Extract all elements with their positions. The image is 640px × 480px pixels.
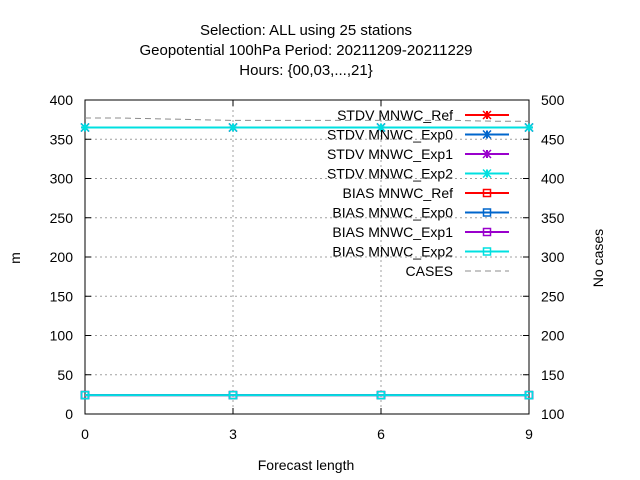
legend-entry: STDV MNWC_Exp0 <box>327 127 509 143</box>
title-line: Hours: {00,03,...,21} <box>239 62 372 79</box>
legend-entry: BIAS MNWC_Exp1 <box>332 224 509 240</box>
title-line: Selection: ALL using 25 stations <box>200 22 412 39</box>
data-point <box>376 122 386 133</box>
y2-tick-label: 200 <box>541 328 565 344</box>
data-point <box>80 390 90 400</box>
legend-label: CASES <box>406 263 453 279</box>
legend: STDV MNWC_Ref STDV MNWC_Exp0 STDV MNWC_Exp… <box>327 107 509 279</box>
y-tick-label: 100 <box>50 328 74 344</box>
legend-entry: BIAS MNWC_Exp2 <box>332 244 509 260</box>
grid <box>85 100 529 414</box>
data-point <box>482 149 492 159</box>
data-point <box>80 122 90 133</box>
x-tick-label: 9 <box>525 426 533 442</box>
data-point <box>524 390 534 400</box>
legend-label: BIAS MNWC_Exp1 <box>332 224 453 240</box>
y2-tick-label: 300 <box>541 249 565 265</box>
legend-label: STDV MNWC_Exp0 <box>327 127 453 143</box>
x-tick-label: 6 <box>377 426 385 442</box>
chart-title: Selection: ALL using 25 stations Geopoten… <box>139 22 472 79</box>
y2-tick-label: 350 <box>541 210 565 226</box>
x-tick-label: 3 <box>229 426 237 442</box>
y2-tick-label: 250 <box>541 288 565 304</box>
y-tick-label: 350 <box>50 131 74 147</box>
y2-tick-label: 500 <box>541 92 565 108</box>
data-point <box>482 110 492 120</box>
legend-label: BIAS MNWC_Exp2 <box>332 244 453 260</box>
y-axis-label: m <box>7 252 23 264</box>
x-tick-label: 0 <box>81 426 89 442</box>
y2-tick-label: 150 <box>541 367 565 383</box>
y-tick-label: 250 <box>50 210 74 226</box>
data-point <box>482 168 492 179</box>
series-layer <box>80 117 534 400</box>
data-point <box>228 122 238 133</box>
legend-label: STDV MNWC_Ref <box>337 107 453 123</box>
legend-entry: CASES <box>406 263 509 279</box>
data-point <box>228 390 238 400</box>
legend-entry: BIAS MNWC_Ref <box>343 185 509 201</box>
x-axis-label: Forecast length <box>258 457 355 473</box>
legend-label: STDV MNWC_Exp2 <box>327 166 453 182</box>
legend-entry: STDV MNWC_Ref <box>337 107 509 123</box>
series-line <box>85 117 529 122</box>
legend-entry: STDV MNWC_Exp1 <box>327 146 509 162</box>
y-tick-label: 300 <box>50 171 74 187</box>
data-point <box>482 188 492 198</box>
data-point <box>524 122 534 133</box>
data-point <box>482 129 492 140</box>
y2-tick-label: 100 <box>541 406 565 422</box>
y-tick-label: 50 <box>57 367 73 383</box>
title-line: Geopotential 100hPa Period: 20211209-202… <box>139 42 472 59</box>
data-point <box>482 247 492 256</box>
y-tick-label: 400 <box>50 92 74 108</box>
legend-entry: STDV MNWC_Exp2 <box>327 166 509 182</box>
data-point <box>482 208 492 217</box>
y2-tick-label: 450 <box>541 131 565 147</box>
legend-label: STDV MNWC_Exp1 <box>327 146 453 162</box>
data-point <box>482 227 492 237</box>
y2-axis-label: No cases <box>590 229 606 287</box>
legend-label: BIAS MNWC_Exp0 <box>332 205 453 221</box>
axis-ticks: 0 50 100 150 200 250 300 350 400 100 150 200 250 300 3… <box>50 92 565 442</box>
y-tick-label: 0 <box>65 406 73 422</box>
data-point <box>376 390 386 400</box>
y-tick-label: 150 <box>50 288 74 304</box>
legend-entry: BIAS MNWC_Exp0 <box>332 205 509 221</box>
y2-tick-label: 400 <box>541 171 565 187</box>
legend-label: BIAS MNWC_Ref <box>343 185 454 201</box>
y-tick-label: 200 <box>50 249 74 265</box>
